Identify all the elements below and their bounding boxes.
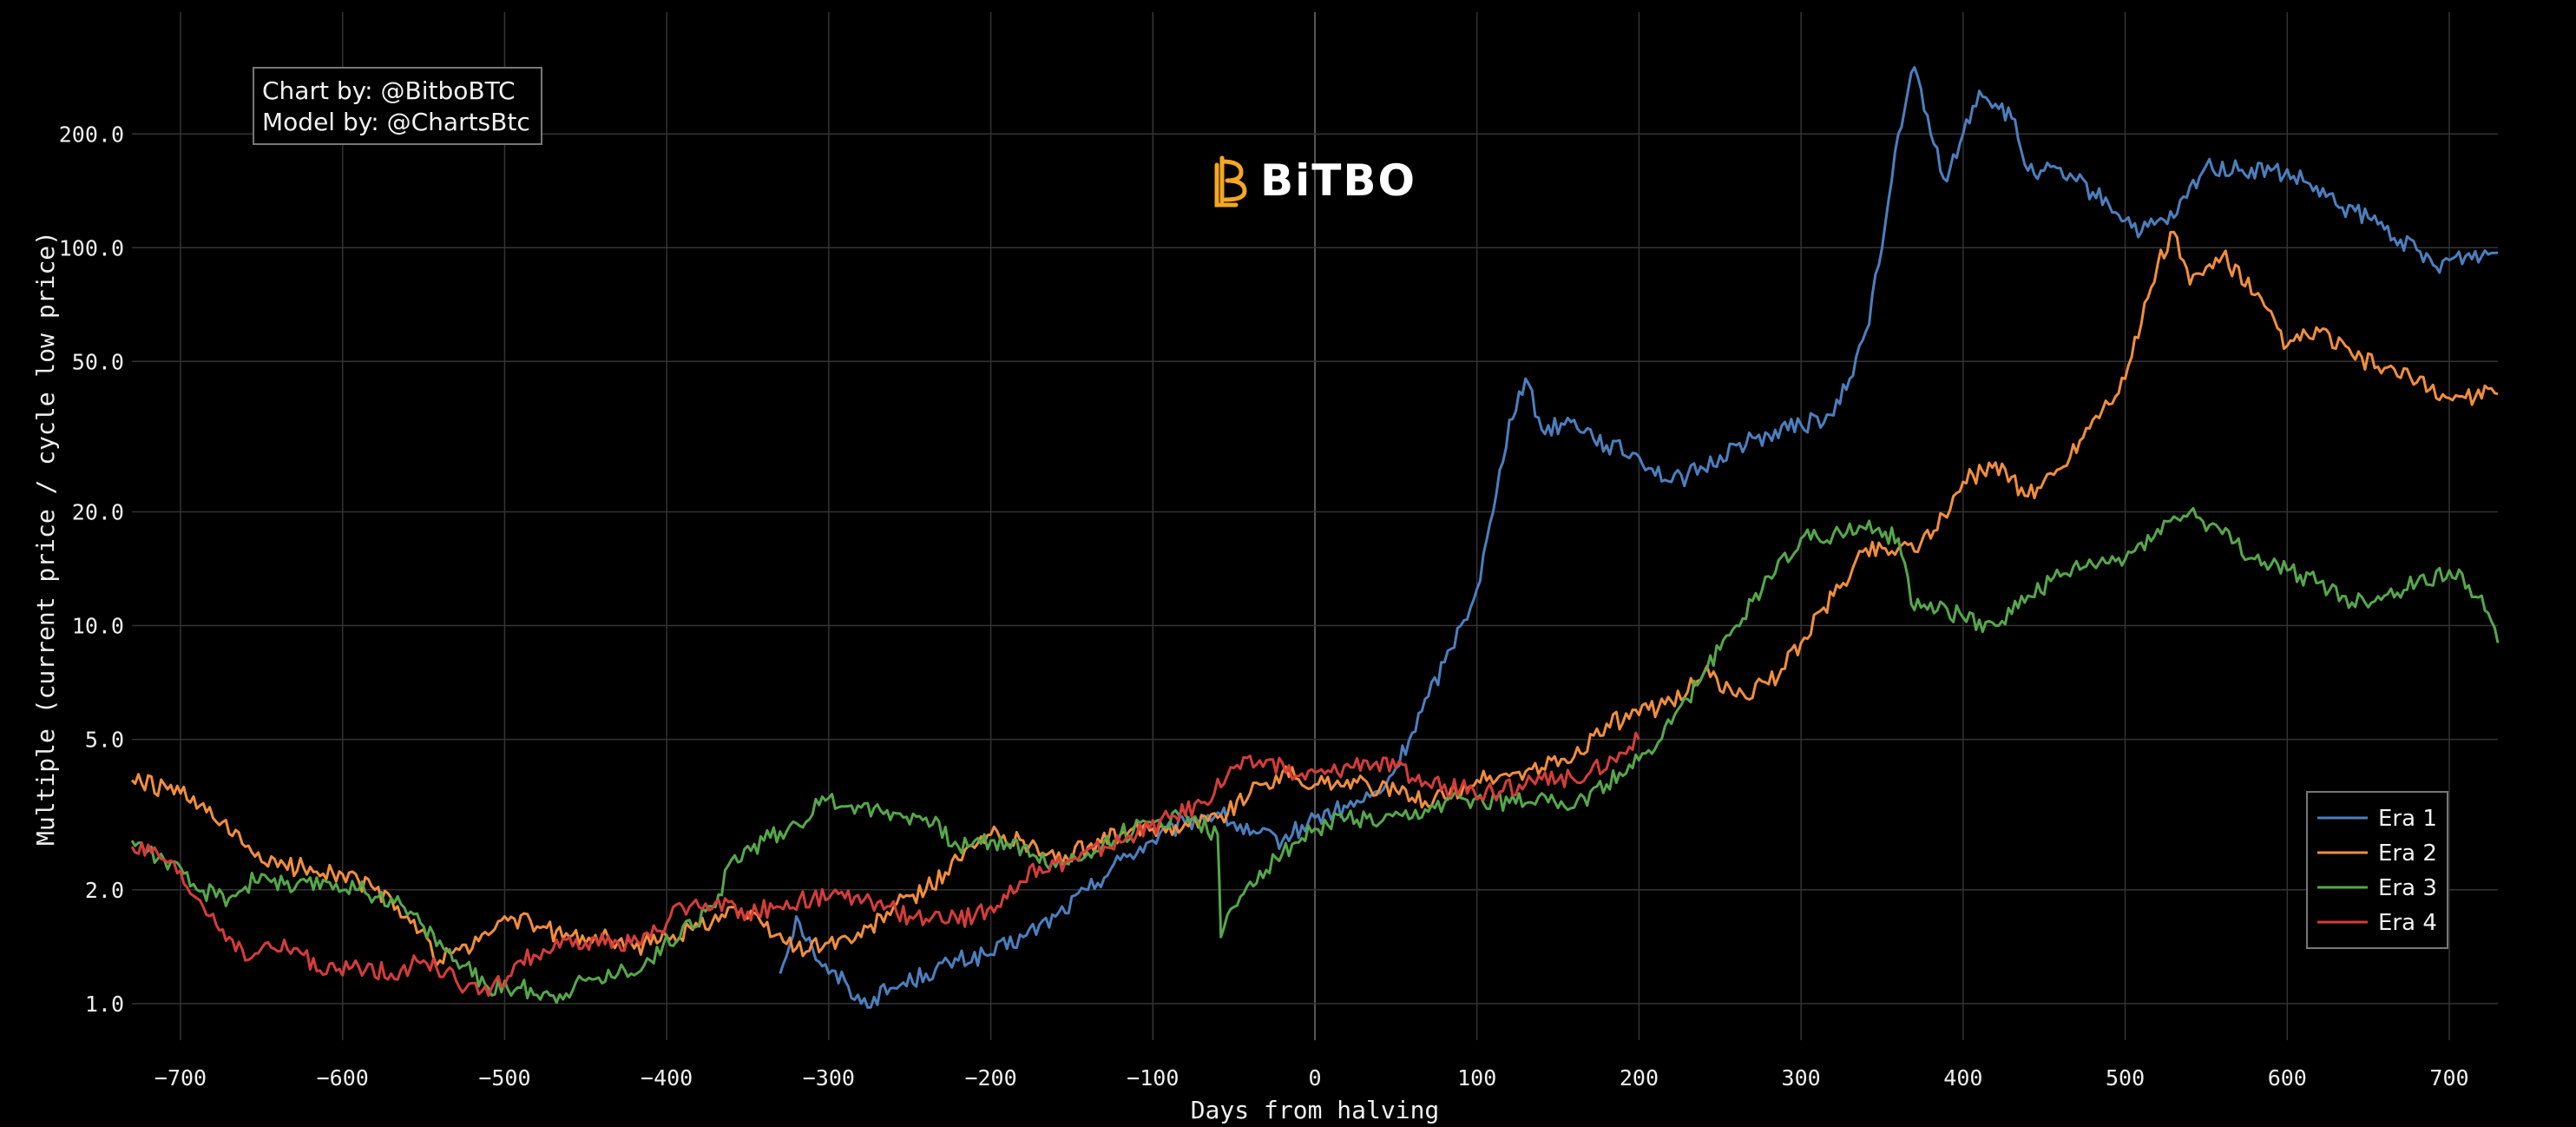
bitbo-logo-icon — [1214, 155, 1247, 208]
series-lines — [130, 66, 2500, 1009]
x-tick-label: 200 — [1620, 1065, 1659, 1091]
x-axis-title: Days from halving — [1191, 1096, 1440, 1124]
y-tick-label: 20.0 — [72, 500, 124, 525]
legend-label-era-4: Era 4 — [2378, 910, 2437, 936]
credits-box: Chart by: @BitboBTC Model by: @ChartsBtc — [253, 67, 542, 145]
credit-model-by: Model by: @ChartsBtc — [262, 108, 530, 136]
x-tick-label: −200 — [964, 1065, 1016, 1091]
legend-label-era-3: Era 3 — [2378, 875, 2437, 901]
legend: Era 1 Era 2 Era 3 Era 4 — [2306, 791, 2448, 949]
bitbo-logo-text: BiTBO — [1260, 155, 1416, 206]
x-tick-label: −400 — [641, 1065, 693, 1091]
x-tick-label: 400 — [1943, 1065, 1982, 1091]
x-tick-label: −700 — [154, 1065, 207, 1091]
y-tick-label: 100.0 — [59, 235, 124, 260]
grid-lines — [132, 12, 2498, 1040]
y-tick-label: 2.0 — [85, 878, 124, 903]
y-tick-label: 5.0 — [85, 728, 124, 753]
y-tick-label: 50.0 — [72, 349, 124, 374]
credit-chart-by: Chart by: @BitboBTC — [262, 76, 516, 105]
x-tick-label: 0 — [1308, 1065, 1321, 1091]
tick-labels: −700 −600 −500 −400 −300 −200 −100 0 100 200 300 40… — [59, 122, 2469, 1091]
y-tick-label: 10.0 — [72, 614, 124, 639]
series-line-era-4 — [130, 731, 1640, 998]
series-line-era-3 — [130, 506, 2500, 1005]
y-tick-label: 200.0 — [59, 122, 124, 147]
legend-label-era-1: Era 1 — [2378, 806, 2437, 832]
y-tick-label: 1.0 — [85, 992, 124, 1017]
x-tick-label: −500 — [478, 1065, 530, 1091]
x-tick-label: 100 — [1457, 1065, 1496, 1091]
credits-frame — [253, 67, 542, 145]
x-tick-label: 700 — [2429, 1065, 2468, 1091]
legend-label-era-2: Era 2 — [2378, 840, 2437, 867]
bitbo-logo: BiTBO — [1214, 155, 1416, 208]
x-tick-label: −600 — [317, 1065, 369, 1091]
x-tick-label: 600 — [2268, 1065, 2307, 1091]
series-line-era-2 — [130, 230, 2499, 967]
x-tick-label: 500 — [2106, 1065, 2145, 1091]
y-axis-title: Multiple (current price / cycle low pric… — [31, 231, 60, 846]
x-tick-label: −300 — [803, 1065, 855, 1091]
x-tick-label: 300 — [1782, 1065, 1821, 1091]
series-line-era-1 — [779, 66, 2499, 1009]
x-tick-label: −100 — [1127, 1065, 1179, 1091]
